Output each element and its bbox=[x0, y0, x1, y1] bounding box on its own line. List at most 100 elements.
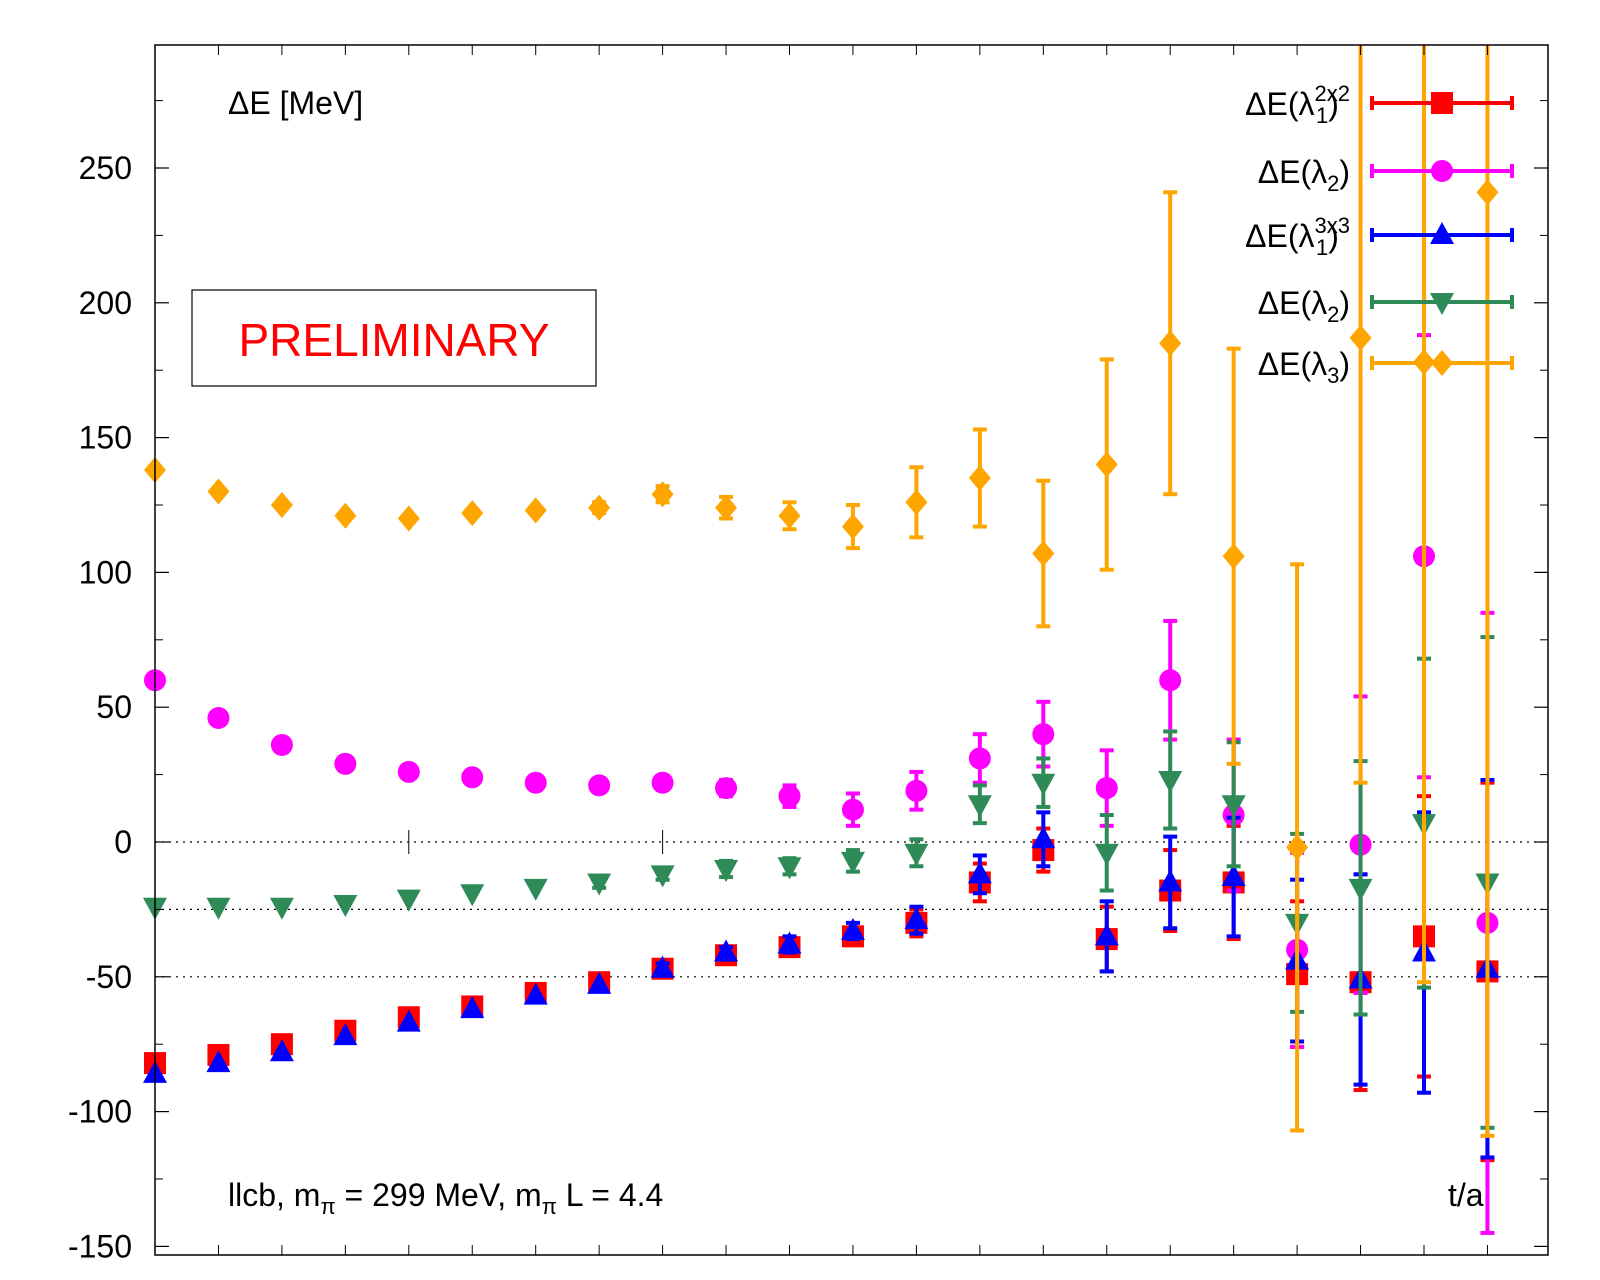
data-point bbox=[904, 907, 929, 930]
legend-entry-3: ΔE(λ2) bbox=[1258, 285, 1514, 327]
data-point bbox=[397, 505, 420, 532]
data-point bbox=[715, 494, 738, 521]
data-point bbox=[1159, 669, 1182, 692]
data-point bbox=[1221, 864, 1246, 887]
data-point bbox=[523, 878, 548, 901]
legend-entry-4: ΔE(λ3) bbox=[1258, 346, 1514, 388]
data-point bbox=[587, 971, 612, 994]
data-point bbox=[650, 865, 675, 888]
data-point bbox=[714, 939, 739, 962]
legend-entry-2: ΔE(λ3x3 1) bbox=[1245, 213, 1514, 260]
data-point bbox=[715, 777, 738, 800]
legend-label: ΔE(λ2x2 1) bbox=[1245, 81, 1350, 128]
data-point bbox=[333, 1023, 358, 1046]
preliminary-annotation: PRELIMINARY bbox=[191, 289, 597, 387]
data-point bbox=[651, 771, 674, 794]
data-point bbox=[1094, 843, 1119, 866]
data-point bbox=[396, 889, 421, 912]
data-point bbox=[270, 733, 293, 756]
footnote-end: L = 4.4 bbox=[557, 1177, 663, 1213]
footnote-mid: = 299 MeV, m bbox=[336, 1177, 542, 1213]
legend-marker bbox=[1431, 350, 1453, 376]
legend-entry-0: ΔE(λ2x2 1) bbox=[1245, 81, 1514, 128]
legend: ΔE(λ2x2 1) ΔE(λ2) ΔE(λ3x3 1) ΔE(λ2) ΔE(λ3) bbox=[1245, 81, 1514, 388]
y-tick-label: 0 bbox=[114, 824, 132, 860]
data-point bbox=[905, 779, 928, 802]
data-point bbox=[967, 861, 992, 884]
data-point bbox=[840, 917, 865, 940]
data-point bbox=[1032, 540, 1055, 567]
y-tick-label: -50 bbox=[86, 959, 132, 995]
data-point bbox=[207, 478, 230, 505]
legend-marker bbox=[1431, 92, 1453, 114]
data-point bbox=[778, 785, 801, 808]
data-point bbox=[650, 955, 675, 978]
y-tick-label: -100 bbox=[68, 1094, 132, 1130]
legend-marker bbox=[1430, 222, 1454, 244]
data-point bbox=[904, 843, 929, 866]
data-point bbox=[524, 771, 547, 794]
data-point bbox=[460, 996, 485, 1019]
axes: -150 -100 -50 0 50 100 150 200 250 bbox=[68, 44, 1549, 1264]
data-point bbox=[1158, 770, 1183, 793]
data-point bbox=[651, 481, 674, 508]
data-point bbox=[1031, 773, 1056, 796]
data-point bbox=[1095, 777, 1118, 800]
y-tick-label: 150 bbox=[79, 420, 132, 456]
data-point bbox=[333, 895, 358, 918]
data-point bbox=[461, 766, 484, 789]
data-point bbox=[1031, 826, 1056, 849]
data-point bbox=[1158, 869, 1183, 892]
reference-lines bbox=[155, 841, 1548, 978]
data-point bbox=[1159, 330, 1182, 357]
data-point bbox=[461, 500, 484, 527]
data-point bbox=[460, 884, 485, 907]
data-point bbox=[523, 982, 548, 1005]
series-4 bbox=[144, 45, 1499, 1138]
data-point bbox=[777, 931, 802, 954]
y-axis-label: ΔE [MeV] bbox=[228, 85, 363, 121]
y-tick-label: 200 bbox=[79, 285, 132, 321]
data-point bbox=[207, 706, 230, 729]
plot-frame bbox=[154, 44, 1549, 1256]
data-point bbox=[588, 494, 611, 521]
data-point bbox=[1348, 878, 1373, 901]
legend-label: ΔE(λ2) bbox=[1258, 154, 1350, 196]
legend-label: ΔE(λ3x3 1) bbox=[1245, 213, 1350, 260]
data-point bbox=[968, 747, 991, 770]
footnote: llcb, mπ = 299 MeV, mπ L = 4.4 bbox=[228, 1177, 663, 1219]
y-tick-label: 250 bbox=[79, 150, 132, 186]
y-tick-label: -150 bbox=[68, 1228, 132, 1264]
data-point bbox=[1222, 543, 1245, 570]
legend-marker bbox=[1430, 293, 1454, 315]
footnote-sub2: π bbox=[542, 1194, 557, 1219]
data-point bbox=[396, 1009, 421, 1032]
data-point bbox=[524, 497, 547, 524]
data-point bbox=[968, 465, 991, 492]
data-point bbox=[334, 752, 357, 775]
data-point bbox=[777, 857, 802, 880]
legend-entry-1: ΔE(λ2) bbox=[1258, 154, 1514, 196]
data-point bbox=[841, 513, 864, 540]
data-point bbox=[206, 897, 231, 920]
data-point bbox=[588, 774, 611, 797]
data-point bbox=[714, 859, 739, 882]
footnote-base: llcb, m bbox=[228, 1177, 320, 1213]
data-point bbox=[778, 502, 801, 529]
legend-marker bbox=[1431, 160, 1453, 182]
data-point bbox=[269, 897, 294, 920]
data-point bbox=[1221, 795, 1246, 818]
preliminary-box bbox=[191, 289, 597, 387]
data-point bbox=[270, 492, 293, 518]
data-point bbox=[905, 489, 928, 516]
data-point bbox=[206, 1050, 231, 1073]
y-tick-label: 100 bbox=[79, 554, 132, 590]
legend-label: ΔE(λ3) bbox=[1258, 346, 1350, 388]
data-point bbox=[1032, 723, 1055, 746]
data-point bbox=[587, 873, 612, 896]
preliminary-text: PRELIMINARY bbox=[238, 314, 549, 366]
data-point bbox=[1476, 179, 1499, 206]
data-point bbox=[1094, 923, 1119, 946]
data-point bbox=[841, 798, 864, 821]
data-point bbox=[967, 795, 992, 818]
